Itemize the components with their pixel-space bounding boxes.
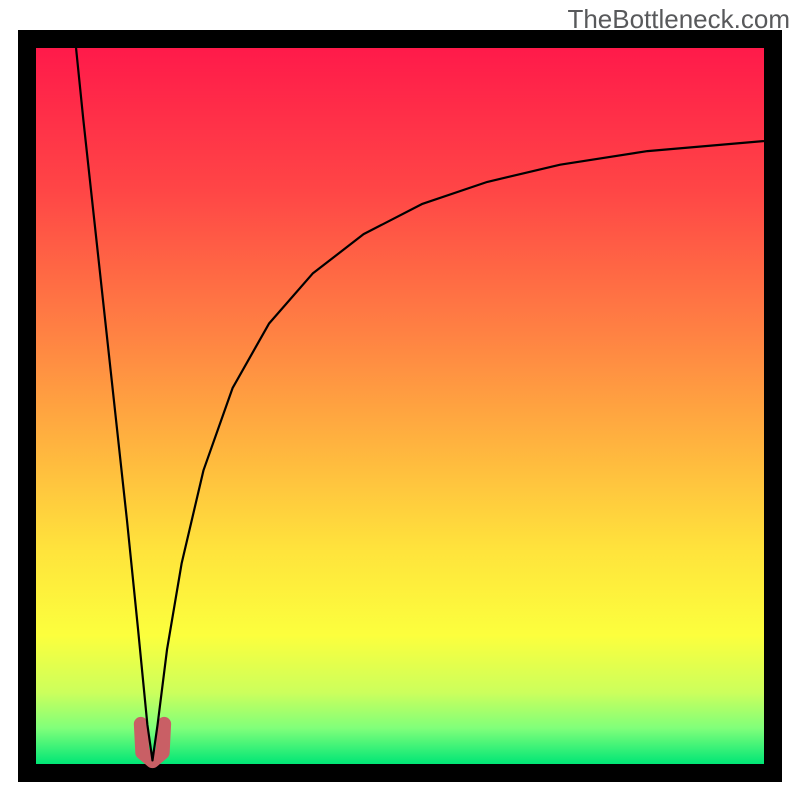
plot-background bbox=[36, 48, 764, 764]
chart-container: TheBottleneck.com bbox=[0, 0, 800, 800]
bottleneck-chart bbox=[0, 0, 800, 800]
margin-left bbox=[0, 30, 18, 800]
watermark-text: TheBottleneck.com bbox=[567, 4, 790, 35]
margin-bottom bbox=[0, 782, 800, 800]
margin-right bbox=[782, 30, 800, 800]
